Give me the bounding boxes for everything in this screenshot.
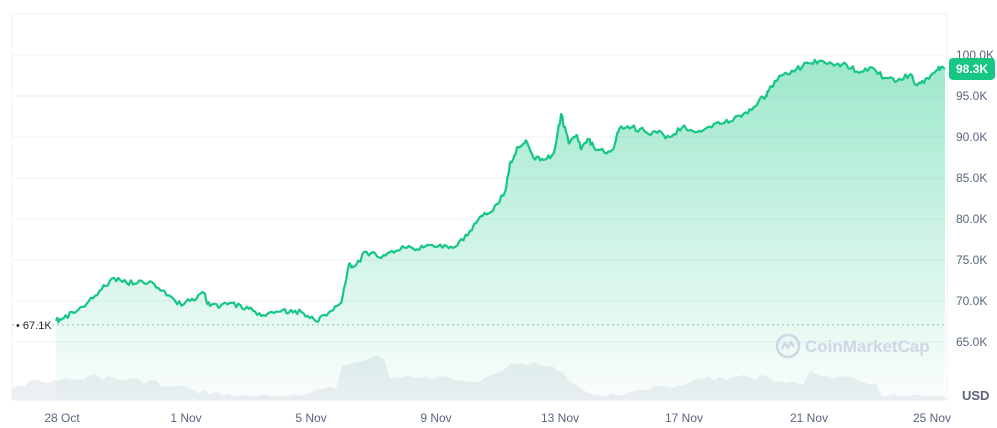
y-tick-label: 95.0K [956, 89, 987, 103]
x-tick-label: 17 Nov [665, 411, 703, 423]
start-price-label: • 67.1K [16, 320, 52, 332]
x-tick-label: 5 Nov [295, 411, 326, 423]
x-axis-ticks: 28 Oct 1 Nov 5 Nov 9 Nov 13 Nov 17 Nov 21 Nov 2… [44, 411, 951, 425]
x-tick-label: 28 Oct [44, 411, 80, 423]
y-tick-label: 85.0K [956, 171, 987, 185]
price-line-path [54, 58, 946, 324]
current-price-badge: 98.3K [949, 57, 995, 80]
y-tick-label: 70.0K [956, 294, 987, 308]
coinmarketcap-logo-icon [775, 333, 801, 359]
y-tick-label: 75.0K [956, 253, 987, 267]
x-tick-label: 1 Nov [170, 411, 201, 423]
current-price-badge-bg [949, 57, 995, 80]
y-axis-ticks: 100.0K95.0K90.0K85.0K80.0K75.0K70.0K65.0… [956, 48, 994, 349]
x-tick-label: 25 Nov [913, 411, 951, 423]
y-tick-label: 90.0K [956, 130, 987, 144]
currency-label: USD [962, 388, 989, 403]
x-tick-label: 9 Nov [420, 411, 451, 423]
x-tick-label: 21 Nov [790, 411, 828, 423]
y-tick-label: 80.0K [956, 212, 987, 226]
current-price-value: 98.3K [956, 62, 988, 76]
price-line [54, 58, 946, 324]
price-area [56, 59, 945, 401]
coinmarketcap-watermark: CoinMarketCap [775, 333, 930, 359]
watermark-text: CoinMarketCap [805, 337, 930, 356]
reference-line: • 67.1K [12, 320, 947, 332]
x-tick-label: 13 Nov [541, 411, 579, 423]
y-tick-label: 65.0K [956, 335, 987, 349]
price-area-fill [56, 59, 945, 401]
